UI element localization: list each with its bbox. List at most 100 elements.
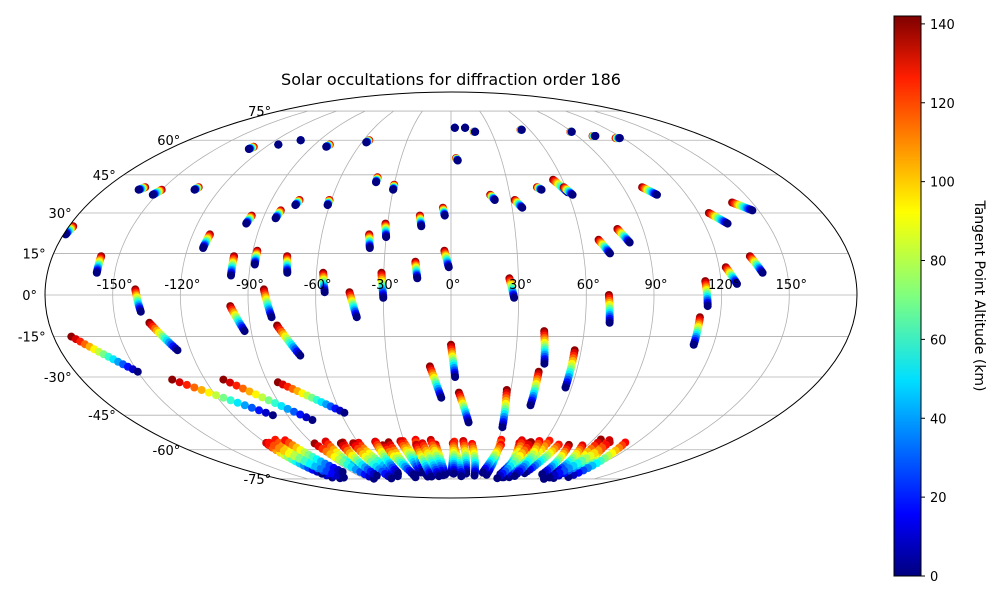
data-point [212,391,221,400]
data-point [190,383,199,392]
data-point [255,406,263,415]
data-point [352,313,361,322]
data-point [490,196,499,204]
data-point [264,396,273,405]
data-point [470,471,479,480]
lat-tick-label: -45° [88,409,116,424]
data-point [219,375,228,384]
data-point [240,327,249,336]
data-point [175,378,184,387]
data-point [545,473,554,482]
colorbar-tick-label: 140 [930,18,955,33]
data-point [283,404,292,413]
data-point [182,380,191,389]
data-point [758,268,767,277]
data-point [409,470,418,479]
lat-tick-label: -75° [243,473,271,488]
colorbar: 0 20 40 60 80 100 120 140 Tangent Point Altitud… [893,15,987,585]
data-point [510,472,519,480]
chart-title: Solar occultations for diffraction order… [281,70,621,89]
data-point [274,140,283,149]
graticule [45,110,857,480]
data-point [413,274,422,283]
data-point [296,410,305,419]
colorbar-tick-label: 40 [930,412,947,427]
longitude-labels: -150° -120° -90° -60° -30° 0° 30° 60° 90° 120° 150… [97,278,807,293]
data-point [540,359,549,368]
data-point [199,244,208,252]
data-point [323,201,332,210]
data-point [136,307,145,316]
data-point [417,222,426,231]
lon-tick-label: 90° [644,278,667,293]
data-point [450,123,459,132]
colorbar-gradient [893,15,922,577]
data-point [190,185,199,194]
data-point [242,219,251,228]
data-point [296,136,305,145]
colorbar-ticks: 0 20 40 60 80 100 120 140 [921,18,955,585]
data-point [258,393,267,402]
data-point [134,185,143,194]
data-point [267,313,276,322]
lon-tick-label: 60° [577,278,600,293]
data-point [226,396,235,405]
data-point [444,263,453,272]
data-point [537,185,546,194]
data-point [440,211,449,220]
data-point [748,206,757,215]
colorbar-tick-label: 100 [930,176,955,191]
data-point [567,127,576,136]
data-point [148,190,157,199]
data-point [233,398,242,407]
data-point [261,408,270,417]
data-point [625,238,634,247]
data-point [733,279,741,288]
data-point [296,351,305,360]
data-point [568,190,577,199]
data-point [498,423,507,432]
lat-tick-label: 60° [157,134,180,149]
data-point [389,185,398,194]
data-point [290,407,298,416]
data-point [232,381,241,390]
lat-tick-label: 75° [248,105,271,120]
data-point [434,472,443,481]
data-point [372,178,380,187]
data-point [457,472,466,481]
data-point [219,393,228,402]
lat-tick-label: -15° [18,331,46,346]
lon-tick-label: 0° [446,278,461,293]
data-point [387,474,396,483]
data-point [437,393,446,402]
data-point [245,387,254,396]
data-point [362,138,371,147]
data-point [227,271,235,280]
data-point [291,201,300,210]
data-point [247,403,256,412]
data-point [322,142,331,151]
data-point [464,418,473,427]
data-point [394,469,402,478]
lat-tick-label: 15° [23,247,46,262]
data-point [340,408,349,417]
data-point [689,340,698,349]
data-point [606,249,614,258]
data-point [453,156,462,165]
lat-tick-label: 30° [49,207,72,222]
occultation-points [61,123,767,483]
data-point [365,244,374,252]
data-point [591,132,600,140]
data-point [561,383,570,392]
data-point [320,288,329,297]
data-point [204,388,213,397]
data-point [302,413,311,422]
data-point [451,373,460,381]
data-point [173,346,182,355]
colorbar-tick-label: 60 [930,333,947,348]
data-point [703,302,712,311]
lat-tick-label: -30° [44,371,72,386]
colorbar-tick-label: 0 [930,570,938,585]
colorbar-tick-label: 80 [930,255,947,270]
